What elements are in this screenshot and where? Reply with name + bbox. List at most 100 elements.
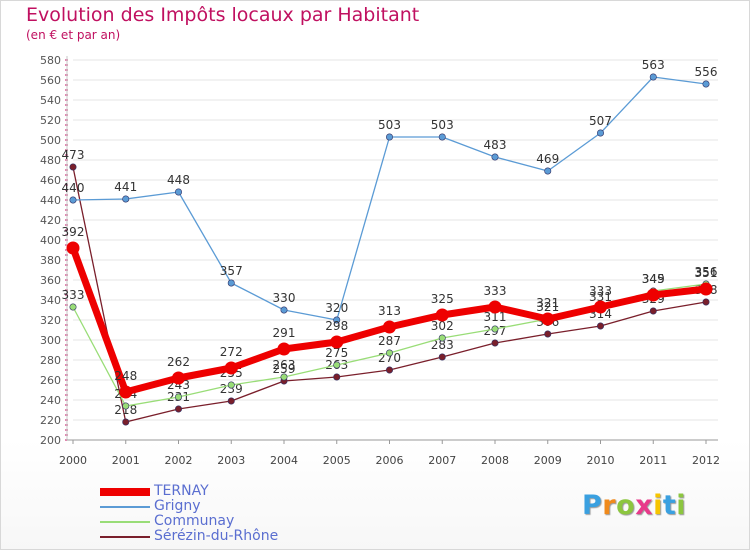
series-point-serezin-du-rhone-2005 xyxy=(333,373,341,381)
data-label-ternay-2009: 321 xyxy=(536,296,559,310)
data-label-communay-2011: 349 xyxy=(642,272,665,286)
series-point-serezin-du-rhone-2003 xyxy=(227,397,235,405)
y-tick-label-220: 220 xyxy=(40,414,61,427)
series-point-grigny-2004 xyxy=(280,306,288,314)
data-label-ternay-2004: 291 xyxy=(273,326,296,340)
y-tick-label-560: 560 xyxy=(40,74,61,87)
series-point-ternay-2010 xyxy=(594,300,607,314)
series-point-ternay-2009 xyxy=(541,312,555,326)
x-tick-label-2005: 2005 xyxy=(323,454,351,467)
legend-item-serezin: Sérézin-du-Rhône xyxy=(100,528,320,544)
data-label-communay-2006: 287 xyxy=(378,334,401,348)
series-point-serezin-du-rhone-2008 xyxy=(491,339,499,347)
data-label-grigny-2012: 556 xyxy=(695,65,718,79)
series-point-ternay-2003 xyxy=(224,361,238,375)
data-label-communay-2004: 263 xyxy=(273,358,296,372)
data-label-grigny-2008: 483 xyxy=(484,138,507,152)
series-point-serezin-du-rhone-2002 xyxy=(175,405,183,413)
data-label-communay-2007: 302 xyxy=(431,319,454,333)
series-point-ternay-2000 xyxy=(66,241,80,255)
series-point-serezin-du-rhone-2006 xyxy=(385,366,393,374)
data-label-serezin-du-rhone-2000: 473 xyxy=(62,148,85,162)
y-tick-label-580: 580 xyxy=(40,54,61,67)
series-point-ternay-2007 xyxy=(435,308,449,322)
data-label-grigny-2005: 320 xyxy=(325,301,348,315)
data-label-ternay-2006: 313 xyxy=(378,304,401,318)
series-point-communay-2004 xyxy=(280,373,288,381)
y-tick-label-300: 300 xyxy=(40,334,61,347)
legend-swatch-ternay xyxy=(100,488,150,496)
data-label-communay-2010: 331 xyxy=(589,290,612,304)
series-point-grigny-2001 xyxy=(122,195,130,203)
series-point-communay-2002 xyxy=(175,393,183,401)
chart-legend: TERNAY Grigny Communay Sérézin-du-Rhône xyxy=(100,483,320,544)
data-label-grigny-2002: 448 xyxy=(167,173,190,187)
x-tick-label-2003: 2003 xyxy=(217,454,245,467)
series-point-serezin-du-rhone-2009 xyxy=(544,330,552,338)
data-label-ternay-2005: 298 xyxy=(325,319,348,333)
data-label-ternay-2001: 248 xyxy=(114,369,137,383)
series-point-ternay-2006 xyxy=(383,320,396,334)
series-point-grigny-2007 xyxy=(438,133,446,141)
series-point-ternay-2002 xyxy=(172,371,185,385)
series-point-serezin-du-rhone-2011 xyxy=(649,307,657,315)
y-tick-label-400: 400 xyxy=(40,234,61,247)
y-tick-label-460: 460 xyxy=(40,174,61,187)
logo-letter: i xyxy=(676,490,687,521)
x-tick-label-2006: 2006 xyxy=(376,454,404,467)
data-label-communay-2005: 275 xyxy=(325,346,348,360)
data-label-communay-2012: 356 xyxy=(695,265,718,279)
y-tick-label-440: 440 xyxy=(40,194,61,207)
y-tick-label-540: 540 xyxy=(40,94,61,107)
series-point-grigny-2000 xyxy=(69,196,77,204)
data-label-ternay-2007: 325 xyxy=(431,292,454,306)
series-point-ternay-2005 xyxy=(330,335,344,349)
series-point-grigny-2010 xyxy=(596,129,604,137)
chart-title: Evolution des Impôts locaux par Habitant xyxy=(26,4,420,26)
series-point-grigny-2011 xyxy=(649,73,657,81)
series-point-ternay-2011 xyxy=(646,288,660,302)
x-tick-label-2008: 2008 xyxy=(481,454,509,467)
series-point-grigny-2012 xyxy=(702,80,710,88)
proxiti-logo: Proxiti xyxy=(582,490,686,521)
legend-label-communay: Communay xyxy=(154,513,235,529)
legend-item-ternay: TERNAY xyxy=(100,483,320,499)
legend-swatch-communay xyxy=(100,521,150,523)
data-label-ternay-2012: 351 xyxy=(695,266,718,280)
series-point-ternay-2004 xyxy=(277,342,291,356)
x-tick-label-2012: 2012 xyxy=(692,454,720,467)
data-label-ternay-2000: 392 xyxy=(62,225,85,239)
data-label-ternay-2003: 272 xyxy=(220,345,243,359)
data-label-grigny-2009: 469 xyxy=(536,152,559,166)
data-label-ternay-2010: 333 xyxy=(589,284,612,298)
x-tick-label-2002: 2002 xyxy=(165,454,193,467)
series-point-ternay-2012 xyxy=(699,282,713,296)
series-point-grigny-2009 xyxy=(544,167,552,175)
data-label-communay-2008: 311 xyxy=(484,310,507,324)
data-label-grigny-2010: 507 xyxy=(589,114,612,128)
series-point-serezin-du-rhone-2000 xyxy=(69,163,77,171)
series-point-ternay-2008 xyxy=(488,300,502,314)
x-tick-label-2010: 2010 xyxy=(587,454,615,467)
series-point-serezin-du-rhone-2007 xyxy=(438,353,446,361)
y-tick-label-360: 360 xyxy=(40,274,61,287)
y-tick-label-320: 320 xyxy=(40,314,61,327)
series-point-communay-2001 xyxy=(122,402,130,410)
y-tick-label-500: 500 xyxy=(40,134,61,147)
chart-subtitle: (en € et par an) xyxy=(26,28,121,42)
series-point-grigny-2006 xyxy=(385,133,393,141)
data-label-grigny-2007: 503 xyxy=(431,118,454,132)
data-label-grigny-2004: 330 xyxy=(273,291,296,305)
line-chart: 2002202402602803003203403603804004204404… xyxy=(40,54,720,467)
logo-letter: o xyxy=(616,490,636,521)
data-label-communay-2009: 321 xyxy=(536,300,559,314)
data-label-grigny-2001: 441 xyxy=(114,180,137,194)
legend-label-ternay: TERNAY xyxy=(154,483,209,499)
logo-letter: i xyxy=(653,490,663,521)
x-tick-label-2007: 2007 xyxy=(428,454,456,467)
x-tick-label-2009: 2009 xyxy=(534,454,562,467)
y-tick-label-420: 420 xyxy=(40,214,61,227)
series-point-serezin-du-rhone-2010 xyxy=(596,322,604,330)
logo-letter: P xyxy=(582,490,603,521)
logo-letter: x xyxy=(635,490,654,521)
